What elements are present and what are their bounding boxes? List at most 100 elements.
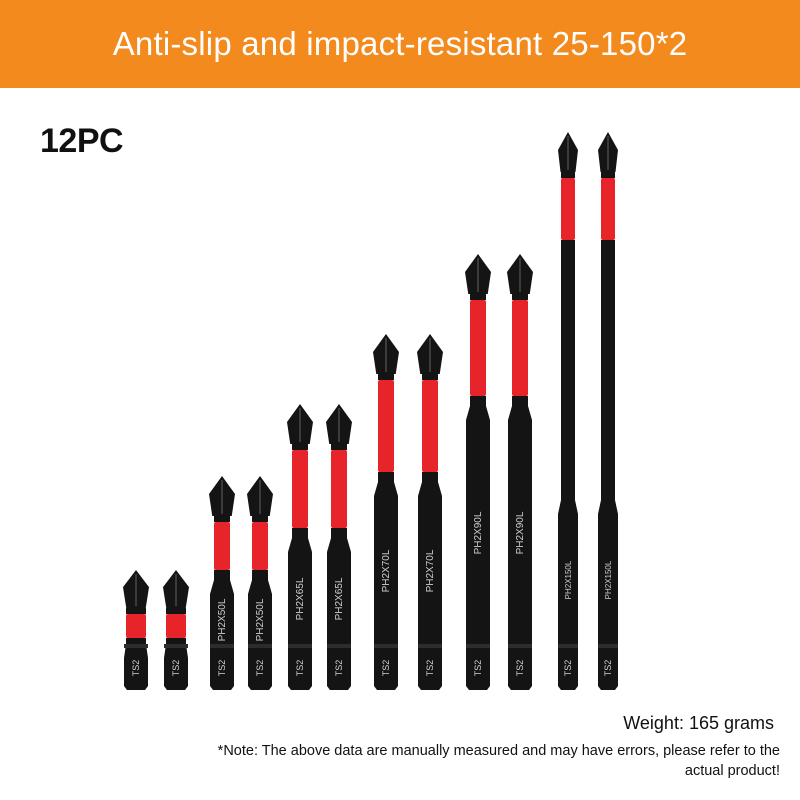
- anti-slip-band: [252, 522, 268, 570]
- hex-groove: [374, 644, 398, 648]
- screwdriver-bit-4: PH2X50L TS2: [247, 476, 273, 690]
- hex-groove: [508, 644, 532, 648]
- hex-groove: [248, 644, 272, 648]
- hex-shank: [418, 482, 442, 690]
- screwdriver-bit-7: PH2X70L TS2: [373, 334, 399, 690]
- hex-shank: [210, 580, 234, 690]
- bit-shaft: [378, 472, 394, 482]
- bit-size-marking: PH2X70L: [425, 549, 436, 592]
- anti-slip-band: [292, 450, 308, 528]
- hex-marking: TS2: [334, 660, 344, 677]
- hex-groove: [466, 644, 490, 648]
- bit-neck: [292, 444, 308, 450]
- hex-marking: TS2: [171, 660, 181, 677]
- hex-shank: [164, 644, 188, 690]
- bit-shaft: [331, 528, 347, 538]
- bit-shaft: [601, 240, 615, 500]
- bit-neck: [470, 294, 486, 300]
- hex-marking: TS2: [563, 660, 573, 677]
- anti-slip-band: [422, 380, 438, 472]
- anti-slip-band: [126, 614, 146, 638]
- hex-marking: TS2: [131, 660, 141, 677]
- bit-neck: [561, 172, 575, 178]
- screwdriver-bit-11: PH2X150L TS2: [558, 132, 578, 690]
- hex-marking: TS2: [217, 660, 227, 677]
- note-line-1: *Note: The above data are manually measu…: [217, 743, 780, 759]
- hex-marking: TS2: [255, 660, 265, 677]
- hex-marking: TS2: [295, 660, 305, 677]
- bit-neck: [126, 608, 146, 614]
- hex-groove: [598, 644, 618, 648]
- hex-groove: [210, 644, 234, 648]
- screwdriver-bit-8: PH2X70L TS2: [417, 334, 443, 690]
- bit-shaft: [126, 638, 146, 644]
- weight-label: Weight: 165 grams: [623, 713, 774, 733]
- screwdriver-bit-6: PH2X65L TS2: [326, 404, 352, 690]
- hex-shank: [508, 406, 532, 690]
- hex-groove: [124, 644, 148, 648]
- hex-marking: TS2: [603, 660, 613, 677]
- hex-groove: [288, 644, 312, 648]
- anti-slip-band: [214, 522, 230, 570]
- hex-groove: [327, 644, 351, 648]
- screwdriver-bit-10: PH2X90L TS2: [507, 254, 533, 690]
- screwdriver-bit-9: PH2X90L TS2: [465, 254, 491, 690]
- bit-neck: [378, 374, 394, 380]
- bit-size-marking: PH2X150L: [564, 560, 573, 599]
- note-line-2: actual product!: [684, 763, 780, 779]
- hex-shank: [124, 644, 148, 690]
- disclaimer-note: *Note: The above data are manually measu…: [140, 741, 780, 781]
- hex-marking: TS2: [425, 660, 435, 677]
- bit-size-marking: PH2X50L: [255, 598, 266, 641]
- bit-neck: [512, 294, 528, 300]
- bit-neck: [422, 374, 438, 380]
- bit-size-marking: PH2X65L: [295, 577, 306, 620]
- screwdriver-bit-1: TS2: [123, 570, 149, 690]
- bit-shaft: [422, 472, 438, 482]
- hex-shank: [248, 580, 272, 690]
- screwdriver-bit-12: PH2X150L TS2: [598, 132, 618, 690]
- bit-size-marking: PH2X70L: [381, 549, 392, 592]
- hex-marking: TS2: [515, 660, 525, 677]
- bit-size-marking: PH2X90L: [515, 511, 526, 554]
- hex-marking: TS2: [381, 660, 391, 677]
- bit-shaft: [214, 570, 230, 580]
- screwdriver-bit-2: TS2: [163, 570, 189, 690]
- piece-count-label: 12PC: [40, 122, 124, 160]
- anti-slip-band: [470, 300, 486, 396]
- screwdriver-bit-5: PH2X65L TS2: [287, 404, 313, 690]
- hex-marking: TS2: [473, 660, 483, 677]
- bit-size-marking: PH2X50L: [217, 598, 228, 641]
- hex-shank: [374, 482, 398, 690]
- hex-groove: [164, 644, 188, 648]
- anti-slip-band: [601, 178, 615, 240]
- bit-shaft: [512, 396, 528, 406]
- bit-size-marking: PH2X65L: [334, 577, 345, 620]
- hex-shank: [327, 538, 351, 690]
- anti-slip-band: [378, 380, 394, 472]
- bit-neck: [252, 516, 268, 522]
- hex-shank: [558, 500, 578, 690]
- hex-shank: [598, 500, 618, 690]
- anti-slip-band: [512, 300, 528, 396]
- bit-shaft: [561, 240, 575, 500]
- bit-size-marking: PH2X150L: [604, 560, 613, 599]
- hex-shank: [288, 538, 312, 690]
- top-banner: Anti-slip and impact-resistant 25-150*2: [0, 0, 800, 88]
- anti-slip-band: [331, 450, 347, 528]
- bit-shaft: [252, 570, 268, 580]
- bit-neck: [331, 444, 347, 450]
- bit-neck: [166, 608, 186, 614]
- bit-shaft: [292, 528, 308, 538]
- hex-shank: [466, 406, 490, 690]
- bit-shaft: [470, 396, 486, 406]
- bit-neck: [601, 172, 615, 178]
- anti-slip-band: [166, 614, 186, 638]
- bit-shaft: [166, 638, 186, 644]
- screwdriver-bit-3: PH2X50L TS2: [209, 476, 235, 690]
- anti-slip-band: [561, 178, 575, 240]
- bit-size-marking: PH2X90L: [473, 511, 484, 554]
- bit-neck: [214, 516, 230, 522]
